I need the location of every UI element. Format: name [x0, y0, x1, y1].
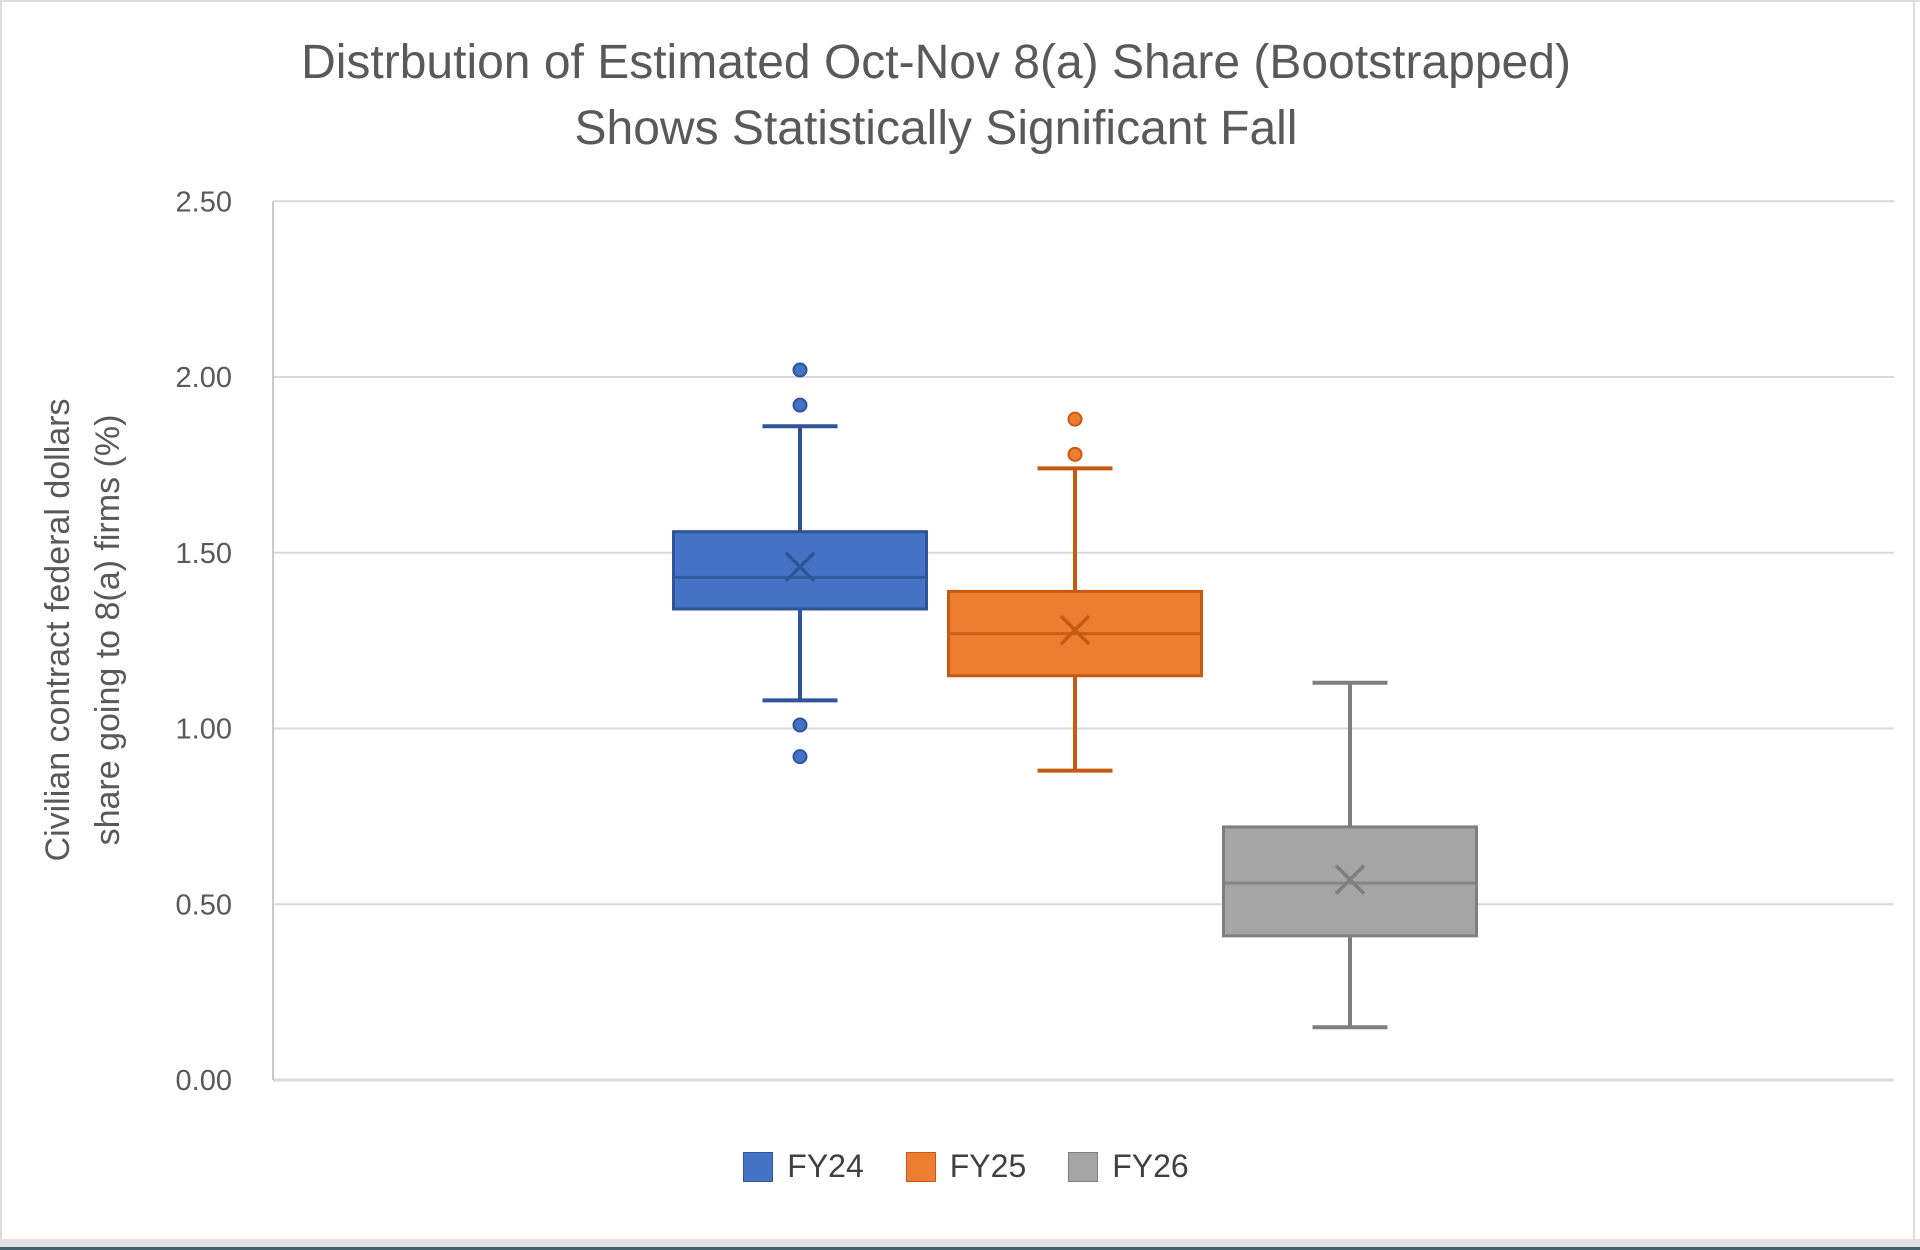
legend-swatch-fy24 — [743, 1151, 774, 1182]
legend-swatch-fy25 — [905, 1151, 936, 1182]
y-tick-label: 1.50 — [176, 538, 232, 570]
legend-label-fy25: FY25 — [949, 1148, 1027, 1184]
y-axis-title-line: share going to 8(a) firms (%) — [89, 415, 127, 846]
legend-label-fy24: FY24 — [787, 1148, 864, 1184]
y-tick-label: 2.00 — [176, 362, 232, 394]
window-bottom-edge — [0, 1239, 1920, 1247]
chart-title-line2: Shows Statistically Significant Fall — [574, 102, 1298, 155]
y-tick-label: 1.00 — [176, 714, 232, 746]
outlier-dot-fy24 — [792, 749, 808, 765]
outlier-dot-fy24 — [792, 717, 808, 733]
window-bottom-bar — [0, 1247, 1920, 1250]
y-tick-label: 0.00 — [176, 1065, 232, 1097]
legend-swatch-fy26 — [1068, 1151, 1099, 1182]
chart-title-line1: Distrbution of Estimated Oct-Nov 8(a) Sh… — [301, 36, 1571, 89]
legend: FY24 FY25 FY26 — [6, 1148, 1920, 1185]
legend-item-fy26: FY26 — [1068, 1148, 1189, 1185]
window-border-right — [1913, 0, 1915, 1239]
window-border-top — [0, 0, 1920, 2]
mean-marker-fy26 — [1334, 864, 1366, 895]
legend-item-fy25: FY25 — [905, 1148, 1027, 1185]
y-axis-title-line: Civilian contract federal dollars — [39, 399, 77, 862]
mean-marker-fy25 — [1059, 614, 1091, 646]
outlier-dot-fy24 — [792, 362, 808, 378]
legend-label-fy26: FY26 — [1112, 1148, 1189, 1184]
legend-item-fy24: FY24 — [743, 1148, 864, 1185]
window-border-left — [0, 0, 2, 1239]
outlier-dot-fy24 — [792, 397, 808, 413]
chart-title: Distrbution of Estimated Oct-Nov 8(a) Sh… — [0, 30, 1872, 162]
y-tick-label: 0.50 — [176, 889, 232, 921]
outlier-dot-fy25 — [1067, 411, 1083, 427]
mean-marker-fy24 — [784, 551, 816, 583]
outlier-dot-fy25 — [1067, 446, 1083, 462]
box-fy24 — [672, 530, 928, 611]
y-tick-label: 2.50 — [176, 186, 232, 218]
